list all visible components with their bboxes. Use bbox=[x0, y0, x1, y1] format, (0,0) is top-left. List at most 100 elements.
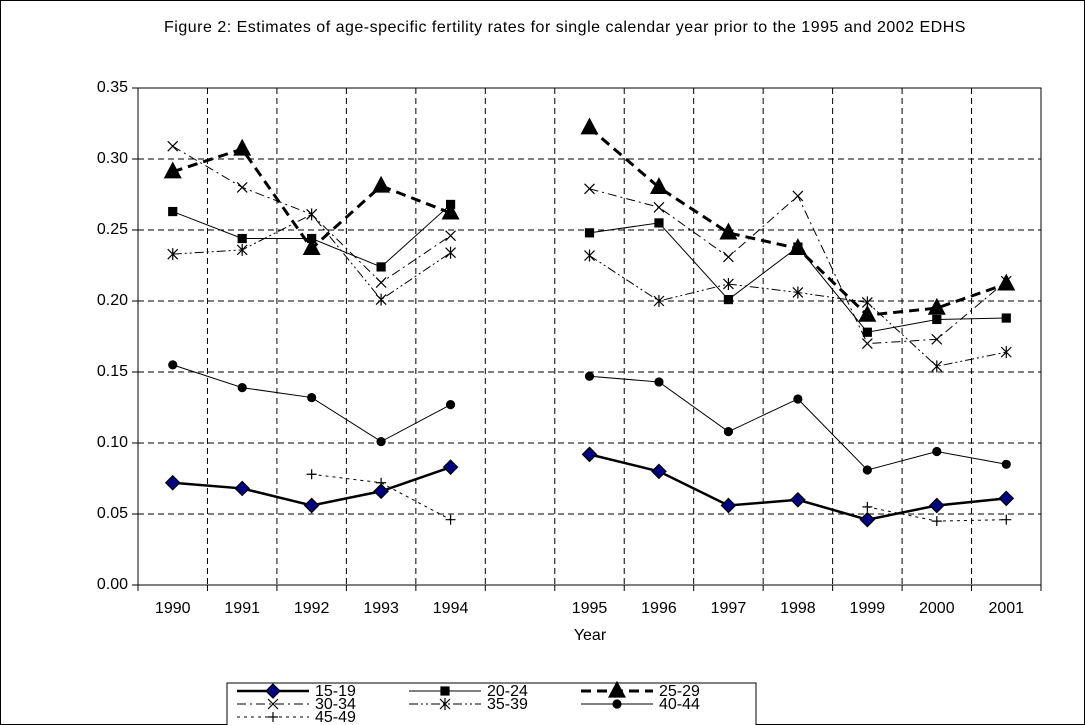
data-point bbox=[445, 400, 456, 410]
data-point bbox=[233, 138, 252, 156]
data-point bbox=[375, 293, 387, 306]
legend-label: 30-34 bbox=[315, 696, 356, 713]
data-point bbox=[445, 230, 457, 242]
data-point bbox=[442, 459, 459, 475]
x-tick-label: 1997 bbox=[711, 600, 747, 617]
legend-marker bbox=[608, 680, 626, 698]
data-point bbox=[236, 243, 248, 256]
data-point bbox=[445, 514, 456, 525]
data-point bbox=[862, 465, 872, 475]
data-point bbox=[931, 333, 943, 345]
legend-box bbox=[226, 682, 757, 725]
data-point bbox=[581, 446, 598, 463]
legend-label: 40-44 bbox=[659, 696, 700, 713]
data-point bbox=[167, 248, 179, 261]
y-tick-label: 0.20 bbox=[97, 292, 128, 309]
data-point bbox=[234, 480, 251, 497]
data-point bbox=[723, 427, 734, 437]
plot-border bbox=[137, 87, 1042, 586]
data-point bbox=[1000, 346, 1012, 359]
legend-marker bbox=[440, 686, 450, 696]
data-point bbox=[862, 501, 873, 512]
data-point bbox=[168, 206, 178, 217]
x-tick-label: 2001 bbox=[988, 600, 1024, 617]
data-point bbox=[1001, 514, 1012, 525]
data-point bbox=[653, 201, 665, 213]
data-point bbox=[372, 175, 391, 193]
data-point bbox=[584, 249, 595, 262]
data-point bbox=[927, 297, 946, 315]
data-point bbox=[792, 286, 804, 299]
data-point bbox=[931, 516, 942, 527]
legend-marker bbox=[268, 712, 278, 722]
legend-label: 15-19 bbox=[315, 683, 356, 700]
data-point bbox=[584, 183, 595, 195]
data-point bbox=[932, 314, 942, 325]
x-tick-label: 1994 bbox=[433, 600, 469, 617]
data-point bbox=[1000, 275, 1012, 287]
legend-label: 20-24 bbox=[487, 683, 528, 700]
data-point bbox=[237, 233, 247, 244]
data-point bbox=[997, 273, 1016, 291]
data-point bbox=[928, 497, 945, 514]
data-point bbox=[445, 246, 457, 259]
data-point bbox=[1001, 459, 1011, 469]
data-point bbox=[307, 392, 317, 403]
data-point bbox=[719, 222, 738, 240]
data-point bbox=[722, 251, 734, 263]
data-point bbox=[376, 436, 386, 447]
data-point bbox=[723, 294, 734, 305]
data-point bbox=[584, 371, 595, 381]
legend-marker bbox=[612, 699, 622, 709]
data-point bbox=[375, 277, 387, 288]
data-point bbox=[861, 296, 873, 309]
chart-title: Figure 2: Estimates of age-specific fert… bbox=[164, 19, 966, 36]
data-point bbox=[376, 477, 387, 488]
data-point bbox=[790, 491, 806, 508]
x-axis-label: Year bbox=[574, 627, 607, 644]
data-point bbox=[373, 483, 389, 500]
data-point bbox=[859, 511, 876, 528]
x-tick-label: 1993 bbox=[363, 600, 399, 617]
data-point bbox=[720, 497, 737, 514]
data-point bbox=[236, 181, 248, 193]
y-tick-label: 0.30 bbox=[97, 150, 128, 167]
data-point bbox=[237, 383, 247, 393]
x-tick-label: 1990 bbox=[155, 600, 191, 617]
y-tick-label: 0.00 bbox=[97, 576, 128, 593]
x-tick-label: 1991 bbox=[224, 600, 260, 617]
data-point bbox=[862, 327, 872, 337]
x-tick-label: 1999 bbox=[850, 600, 886, 617]
data-point bbox=[306, 469, 317, 480]
y-tick-label: 0.25 bbox=[97, 221, 128, 238]
data-point bbox=[376, 262, 386, 272]
x-tick-label: 1995 bbox=[572, 600, 608, 617]
data-point bbox=[654, 218, 664, 228]
x-tick-label: 2000 bbox=[919, 600, 955, 617]
data-point bbox=[1001, 313, 1011, 323]
legend-label: 45-49 bbox=[315, 709, 356, 725]
data-point bbox=[168, 360, 178, 370]
data-point bbox=[306, 208, 318, 221]
x-tick-label: 1996 bbox=[641, 600, 677, 617]
data-point bbox=[861, 338, 873, 350]
data-point bbox=[788, 238, 807, 256]
data-point bbox=[654, 377, 664, 387]
data-point bbox=[932, 446, 942, 457]
data-point bbox=[653, 295, 665, 307]
legend-label: 35-39 bbox=[487, 696, 528, 713]
data-point bbox=[302, 238, 321, 256]
data-point bbox=[163, 161, 182, 179]
x-tick-label: 1998 bbox=[780, 600, 816, 617]
data-point bbox=[584, 228, 595, 238]
data-point bbox=[167, 140, 179, 152]
y-tick-label: 0.10 bbox=[97, 434, 128, 451]
data-point bbox=[164, 474, 181, 491]
y-tick-label: 0.05 bbox=[97, 505, 128, 522]
data-point bbox=[441, 202, 460, 220]
legend-marker bbox=[439, 698, 451, 710]
data-point bbox=[580, 117, 599, 135]
y-tick-label: 0.35 bbox=[97, 79, 128, 96]
